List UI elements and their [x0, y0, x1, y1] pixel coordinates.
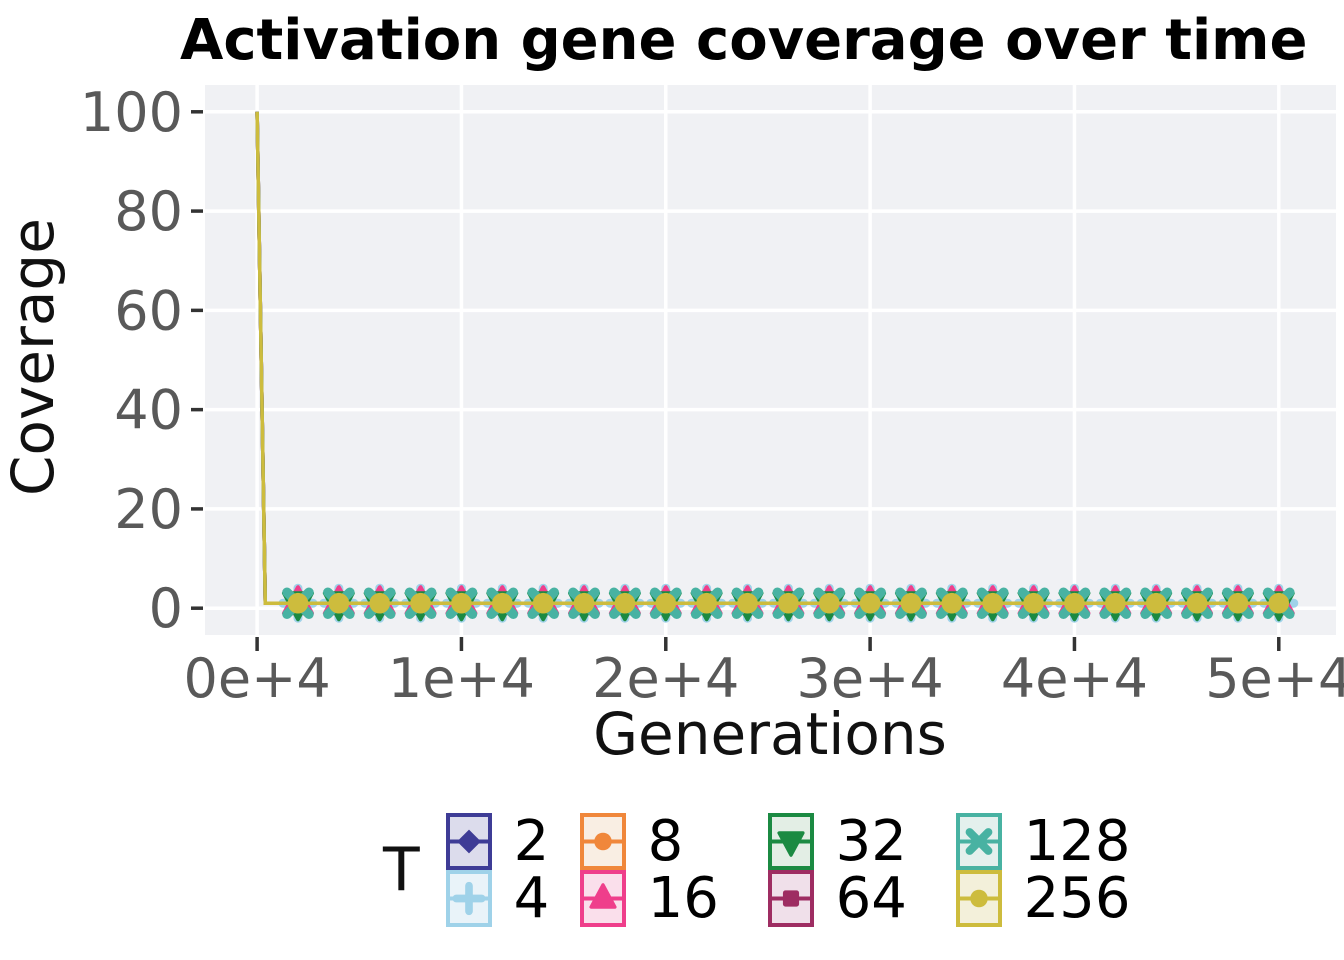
legend-item-label: 64: [835, 865, 907, 931]
circle-marker: [696, 592, 717, 614]
y-tick-label: 80: [114, 180, 183, 243]
legend-entry-64: 64: [767, 865, 956, 931]
legend-key-glyph: [771, 831, 810, 857]
legend-key-circle-icon: [579, 813, 626, 870]
circle-marker: [287, 592, 309, 614]
legend-key-glyph: [449, 881, 488, 916]
x-tick-label: 4e+4: [1001, 647, 1148, 710]
circle-marker: [1145, 592, 1167, 614]
x-tick-label: 1e+4: [388, 647, 535, 710]
circle-marker: [369, 592, 391, 614]
circle-marker: [900, 592, 922, 614]
triangle-down-marker: [777, 831, 805, 857]
legend-item-label: 4: [513, 865, 550, 931]
coverage-chart: 0e+4 1e+4 2e+4 3e+4 4e+4 5e+4 0 20 40 60 80 100: [80, 81, 1344, 710]
legend-item-label: 2: [513, 808, 550, 874]
legend-key-glyph: [583, 883, 622, 909]
legend-item-label: 256: [1023, 865, 1131, 931]
legend-key-glyph: [771, 890, 810, 907]
square-marker: [782, 890, 799, 907]
y-tick-label: 60: [114, 279, 183, 342]
x-tick-label: 0e+4: [184, 647, 331, 710]
circle-marker: [532, 592, 554, 614]
circle-marker: [410, 592, 431, 614]
circle-marker: [655, 592, 677, 614]
legend-key-glyph: [583, 832, 622, 851]
series-256: [255, 111, 1290, 614]
legend-key-glyph: [449, 829, 488, 854]
circle-marker: [328, 592, 350, 614]
y-tick-label: 40: [114, 379, 183, 442]
circle-marker: [593, 832, 612, 851]
circle-marker: [492, 592, 513, 614]
legend-entry-4: 4: [445, 865, 580, 931]
circle-marker: [778, 592, 799, 614]
circle-marker: [818, 592, 840, 614]
circle-marker: [451, 592, 472, 614]
legend-entry-32: 32: [767, 808, 956, 874]
plot-panel-background: [205, 85, 1336, 635]
legend-column: 8 16: [579, 808, 768, 931]
circle-marker: [1023, 592, 1044, 614]
legend-title: T: [383, 835, 420, 905]
y-tick-label: 0: [149, 577, 183, 640]
legend-key-glyph: [959, 828, 998, 855]
legend-key-plus-icon: [445, 870, 492, 927]
legend-key-triangle-down-icon: [767, 813, 814, 870]
legend-key-x-icon: [955, 813, 1002, 870]
circle-marker: [737, 592, 758, 614]
legend-entry-8: 8: [579, 808, 768, 874]
y-tick-label: 100: [80, 81, 183, 144]
chart-title: Activation gene coverage over time: [180, 8, 1308, 73]
y-tick-label: 20: [114, 478, 183, 541]
x-marker: [965, 828, 993, 855]
circle-marker: [982, 592, 1004, 614]
legend-entry-2: 2: [445, 808, 580, 874]
legend-item-label: 8: [647, 808, 684, 874]
data-layer: [255, 111, 1299, 623]
x-tick-label: 2e+4: [592, 647, 739, 710]
legend-key-triangle-up-icon: [579, 870, 626, 927]
circle-marker: [573, 592, 595, 614]
legend-entry-256: 256: [955, 865, 1204, 931]
circle-marker: [1227, 592, 1249, 614]
legend-item-label: 16: [647, 865, 719, 931]
triangle-up-marker: [589, 883, 617, 909]
legend-key-circle-icon: [955, 870, 1002, 927]
x-tick-label: 3e+4: [797, 647, 944, 710]
plus-marker: [452, 881, 486, 916]
legend-columns: 2 4 8 16 32 64 128 256: [445, 808, 1204, 931]
circle-marker: [1186, 592, 1208, 614]
legend-column: 128 256: [955, 808, 1204, 931]
legend-item-label: 128: [1023, 808, 1131, 874]
diamond-marker: [456, 829, 481, 854]
y-axis-title: Coverage: [0, 218, 67, 496]
legend-key-glyph: [959, 889, 998, 908]
circle-marker: [859, 592, 881, 614]
circle-marker: [941, 592, 963, 614]
x-axis-title: Generations: [593, 700, 947, 768]
legend-column: 32 64: [767, 808, 956, 931]
x-tick-label: 5e+4: [1205, 647, 1344, 710]
legend-item-label: 32: [835, 808, 907, 874]
legend-key-square-icon: [767, 870, 814, 927]
circle-marker: [969, 889, 988, 908]
circle-marker: [1268, 592, 1290, 614]
legend-entry-128: 128: [955, 808, 1204, 874]
circle-marker: [614, 592, 636, 614]
circle-marker: [1105, 592, 1126, 614]
legend-entry-16: 16: [579, 865, 768, 931]
legend-key-diamond-icon: [445, 813, 492, 870]
circle-marker: [1064, 592, 1085, 614]
legend: T 2 4 8 16 32 64 128 256: [383, 813, 1204, 927]
